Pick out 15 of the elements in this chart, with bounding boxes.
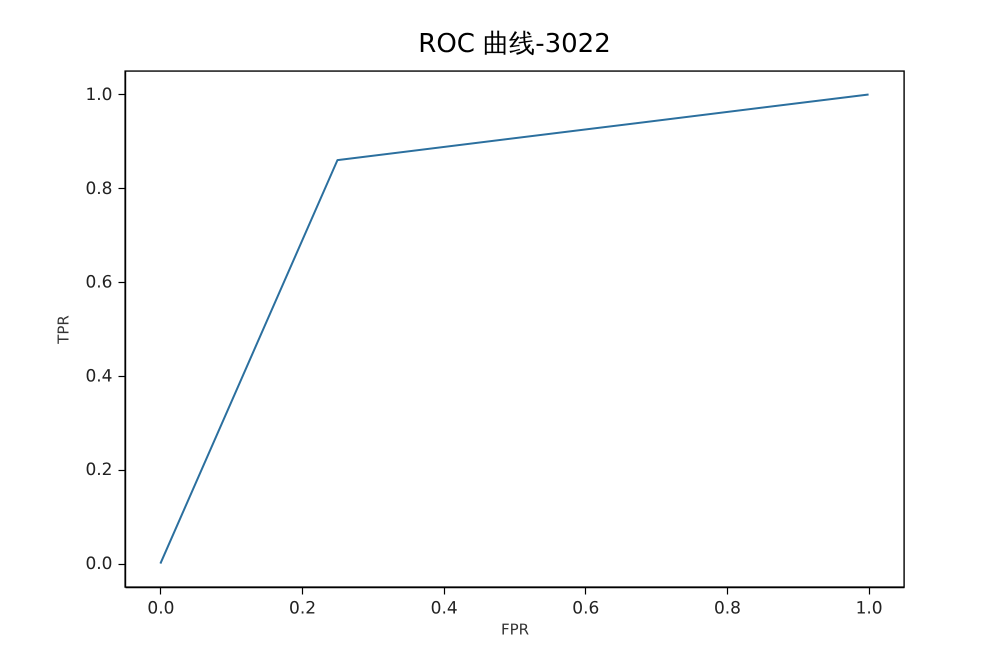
y-tick-label: 0.4: [85, 366, 112, 386]
y-axis-title: TPR: [54, 315, 72, 345]
y-tick-label: 0.2: [85, 460, 112, 480]
chart-title: ROC 曲线-3022: [418, 29, 611, 59]
y-tick-label: 1.0: [85, 84, 112, 105]
y-tick-label: 0.8: [85, 178, 112, 199]
y-tick-label: 0.6: [85, 272, 112, 293]
x-tick-label: 1.0: [856, 598, 883, 618]
x-tick-label: 0.8: [714, 598, 741, 618]
x-axis-title: FPR: [500, 620, 530, 638]
x-tick-label: 0.4: [430, 598, 458, 618]
y-tick-label: 0.0: [85, 554, 112, 574]
x-tick-label: 0.0: [147, 598, 174, 618]
x-tick-label: 0.2: [289, 598, 316, 618]
x-tick-label: 0.6: [572, 598, 600, 618]
